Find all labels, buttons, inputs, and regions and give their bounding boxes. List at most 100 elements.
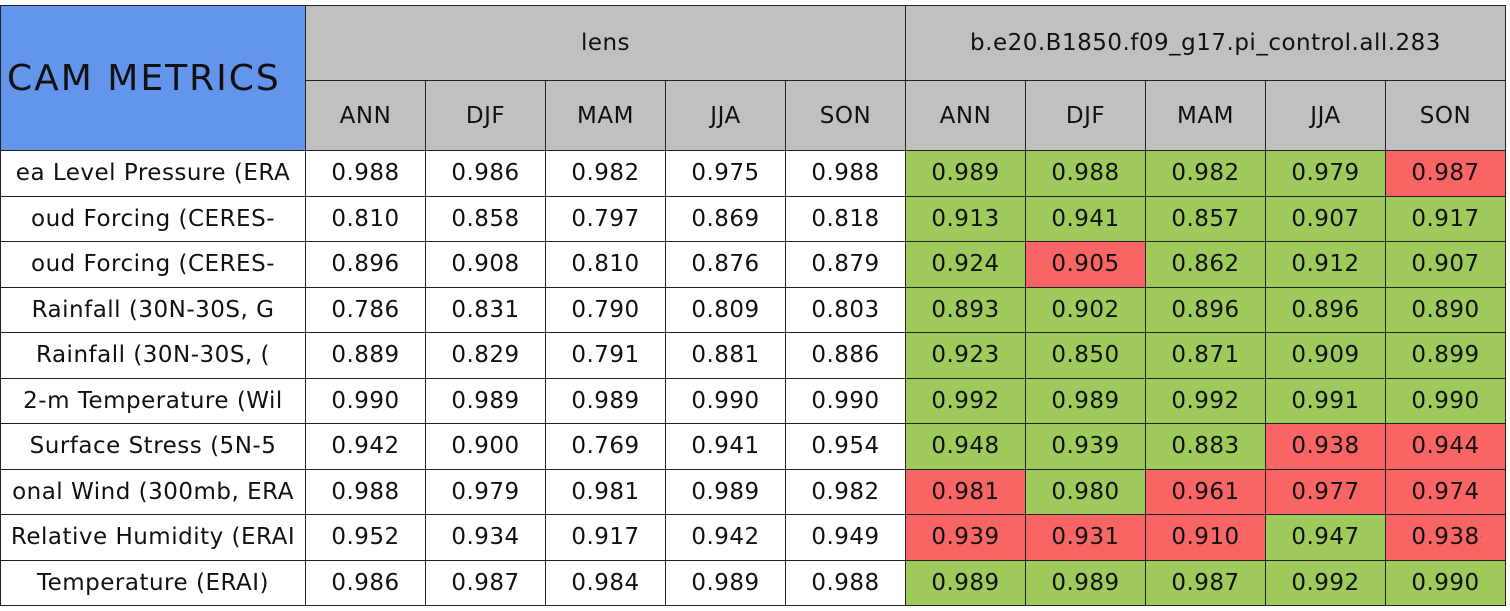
metric-cell: 0.786 (305, 286, 426, 333)
metric-cell: 0.949 (785, 514, 906, 561)
metric-cell: 0.961 (1145, 468, 1266, 515)
metric-cell: 0.942 (305, 423, 426, 470)
metric-cell: 0.992 (905, 377, 1026, 424)
metric-cell: 0.984 (545, 559, 666, 606)
metric-cell: 0.810 (545, 241, 666, 288)
season-header: MAM (1145, 80, 1266, 151)
metric-cell: 0.910 (1145, 514, 1266, 561)
metric-cell: 0.871 (1145, 332, 1266, 379)
row-label: Temperature (ERAI) (0, 559, 306, 606)
metric-cell: 0.942 (665, 514, 786, 561)
metric-cell: 0.986 (305, 559, 426, 606)
metric-cell: 0.989 (425, 377, 546, 424)
metric-cell: 0.987 (1385, 150, 1506, 197)
season-header: JJA (1265, 80, 1386, 151)
metric-cell: 0.948 (905, 423, 1026, 470)
metric-cell: 0.990 (1385, 377, 1506, 424)
metric-cell: 0.981 (905, 468, 1026, 515)
metric-cell: 0.990 (665, 377, 786, 424)
metric-cell: 0.944 (1385, 423, 1506, 470)
metric-cell: 0.905 (1025, 241, 1146, 288)
season-header: JJA (665, 80, 786, 151)
metric-cell: 0.988 (305, 468, 426, 515)
metric-cell: 0.890 (1385, 286, 1506, 333)
metric-cell: 0.980 (1025, 468, 1146, 515)
metric-cell: 0.809 (665, 286, 786, 333)
season-header: DJF (1025, 80, 1146, 151)
row-label: Rainfall (30N-30S, ( (0, 332, 306, 379)
row-label: Relative Humidity (ERAI (0, 514, 306, 561)
metric-cell: 0.829 (425, 332, 546, 379)
row-label: Surface Stress (5N-5 (0, 423, 306, 470)
metric-cell: 0.991 (1265, 377, 1386, 424)
metric-cell: 0.989 (665, 468, 786, 515)
metric-cell: 0.862 (1145, 241, 1266, 288)
metric-cell: 0.989 (1025, 377, 1146, 424)
metric-cell: 0.982 (1145, 150, 1266, 197)
row-label: Rainfall (30N-30S, G (0, 286, 306, 333)
metric-cell: 0.896 (305, 241, 426, 288)
metric-cell: 0.988 (785, 559, 906, 606)
metric-cell: 0.889 (305, 332, 426, 379)
metric-cell: 0.989 (545, 377, 666, 424)
metric-cell: 0.896 (1145, 286, 1266, 333)
metric-cell: 0.986 (425, 150, 546, 197)
metric-cell: 0.769 (545, 423, 666, 470)
metric-cell: 0.883 (1145, 423, 1266, 470)
group-header: b.e20.B1850.f09_g17.pi_control.all.283 (905, 5, 1506, 81)
metric-cell: 0.791 (545, 332, 666, 379)
season-header: ANN (905, 80, 1026, 151)
metric-cell: 0.975 (665, 150, 786, 197)
metric-cell: 0.988 (1025, 150, 1146, 197)
metric-cell: 0.803 (785, 286, 906, 333)
metric-cell: 0.913 (905, 195, 1026, 242)
metric-cell: 0.858 (425, 195, 546, 242)
metric-cell: 0.900 (425, 423, 546, 470)
metric-cell: 0.881 (665, 332, 786, 379)
metric-cell: 0.988 (305, 150, 426, 197)
metric-cell: 0.952 (305, 514, 426, 561)
metric-cell: 0.941 (1025, 195, 1146, 242)
metric-cell: 0.938 (1385, 514, 1506, 561)
metric-cell: 0.831 (425, 286, 546, 333)
metric-cell: 0.909 (1265, 332, 1386, 379)
metric-cell: 0.990 (305, 377, 426, 424)
metric-cell: 0.954 (785, 423, 906, 470)
season-header: DJF (425, 80, 546, 151)
metric-cell: 0.886 (785, 332, 906, 379)
metric-cell: 0.987 (425, 559, 546, 606)
metric-cell: 0.924 (905, 241, 1026, 288)
metric-cell: 0.902 (1025, 286, 1146, 333)
metric-cell: 0.989 (905, 150, 1026, 197)
metric-cell: 0.979 (425, 468, 546, 515)
metric-cell: 0.917 (545, 514, 666, 561)
metric-cell: 0.982 (545, 150, 666, 197)
metric-cell: 0.974 (1385, 468, 1506, 515)
metric-cell: 0.979 (1265, 150, 1386, 197)
metric-cell: 0.907 (1265, 195, 1386, 242)
metric-cell: 0.810 (305, 195, 426, 242)
metric-cell: 0.896 (1265, 286, 1386, 333)
metric-cell: 0.947 (1265, 514, 1386, 561)
season-header: SON (1385, 80, 1506, 151)
row-label: ea Level Pressure (ERA (0, 150, 306, 197)
metric-cell: 0.987 (1145, 559, 1266, 606)
metric-cell: 0.938 (1265, 423, 1386, 470)
metric-cell: 0.876 (665, 241, 786, 288)
metric-cell: 0.992 (1265, 559, 1386, 606)
row-label: oud Forcing (CERES- (0, 195, 306, 242)
metric-cell: 0.989 (905, 559, 1026, 606)
metric-cell: 0.990 (1385, 559, 1506, 606)
metric-cell: 0.977 (1265, 468, 1386, 515)
metric-cell: 0.857 (1145, 195, 1266, 242)
group-header: lens (305, 5, 906, 81)
season-header: SON (785, 80, 906, 151)
metric-cell: 0.939 (905, 514, 1026, 561)
metric-cell: 0.939 (1025, 423, 1146, 470)
metric-cell: 0.893 (905, 286, 1026, 333)
metric-cell: 0.982 (785, 468, 906, 515)
metric-cell: 0.879 (785, 241, 906, 288)
row-label: onal Wind (300mb, ERA (0, 468, 306, 515)
